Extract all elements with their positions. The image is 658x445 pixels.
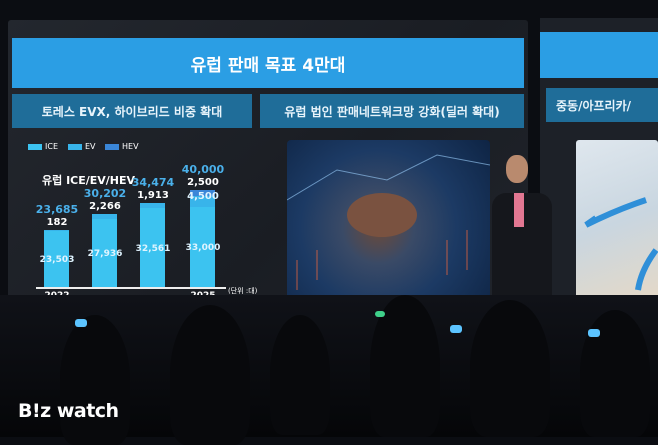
side-subtitle: 중동/아프리카/: [546, 88, 658, 122]
legend-label: EV: [85, 142, 96, 151]
ev-label: 182: [32, 217, 82, 228]
ice-label: 27,936: [80, 249, 130, 259]
handshake-image: [287, 140, 490, 300]
hev-label: 2,500: [178, 177, 228, 188]
slide-subtitle-right: 유럽 법인 판매네트워크망 강화(딜러 확대): [260, 94, 524, 128]
total-label: 40,000: [178, 163, 228, 176]
chart-title: 유럽 ICE/EV/HEV: [42, 172, 135, 188]
ice-label: 33,000: [178, 243, 228, 253]
legend-ev: EV: [68, 142, 96, 151]
legend-label: HEV: [122, 142, 139, 151]
ice-label: 23,503: [32, 255, 82, 265]
total-label: 34,474: [128, 176, 178, 189]
ev-label: 1,913: [128, 190, 178, 201]
legend-label: ICE: [45, 142, 58, 151]
bizwatch-logo: B!z watch: [18, 400, 119, 422]
legend-hev: HEV: [105, 142, 139, 151]
legend-ice: ICE: [28, 142, 58, 151]
x-axis: [36, 287, 226, 289]
bar-ev-2023: [92, 214, 117, 219]
ev-label: 4,500: [178, 191, 228, 202]
side-title-bar: [540, 32, 658, 78]
total-label: 30,202: [80, 187, 130, 200]
ice-label: 32,561: [128, 244, 178, 254]
bar-ev-2024: [140, 203, 165, 208]
ev-label: 2,266: [80, 201, 130, 212]
map-image: [576, 140, 658, 305]
total-label: 23,685: [32, 203, 82, 216]
presenter: [490, 155, 560, 305]
